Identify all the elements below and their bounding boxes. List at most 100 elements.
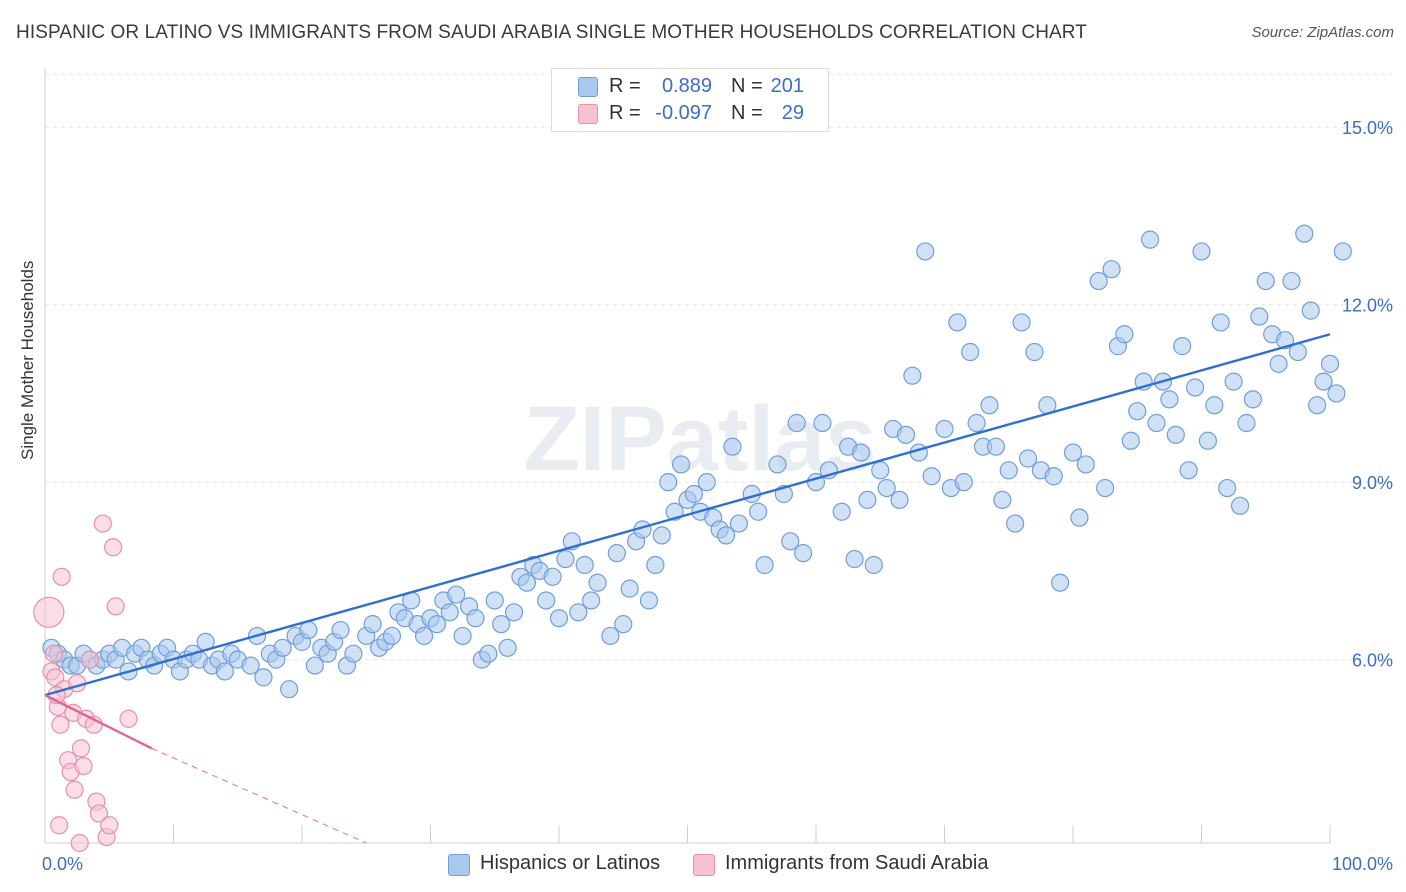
point-hispanics xyxy=(652,526,671,545)
point-hispanics xyxy=(1237,413,1256,433)
legend-swatch-pink xyxy=(693,854,715,876)
point-hispanics xyxy=(851,443,871,462)
point-hispanics xyxy=(858,490,877,510)
point-hispanics xyxy=(1044,467,1063,486)
point-hispanics xyxy=(716,526,736,545)
point-hispanics xyxy=(1224,372,1243,391)
point-hispanics xyxy=(871,461,890,480)
y-axis-label: Single Mother Households xyxy=(18,260,37,460)
point-hispanics xyxy=(492,615,511,634)
stats-row-saudi: R = -0.097 N = 29 xyxy=(552,101,828,127)
r-value: -0.097 xyxy=(655,102,712,124)
point-hispanics xyxy=(601,626,620,646)
point-hispanics xyxy=(1327,384,1346,403)
point-hispanics xyxy=(845,549,864,569)
stats-row-hispanics: R = 0.889 N = 201 xyxy=(552,74,828,100)
point-hispanics xyxy=(1070,508,1089,527)
trend-line-saudi-extrapolated xyxy=(151,747,367,844)
legend-label: Immigrants from Saudi Arabia xyxy=(725,852,989,874)
point-hispanics xyxy=(504,603,524,622)
point-hispanics xyxy=(549,609,569,628)
point-saudi xyxy=(80,650,100,669)
point-hispanics xyxy=(1018,449,1038,468)
point-saudi xyxy=(74,756,93,776)
point-hispanics xyxy=(1173,337,1192,356)
point-hispanics xyxy=(241,656,260,675)
point-hispanics xyxy=(749,502,768,521)
point-hispanics xyxy=(877,478,896,498)
point-hispanics xyxy=(614,615,633,634)
n-label: N = xyxy=(731,102,763,124)
point-saudi xyxy=(65,780,84,799)
point-hispanics xyxy=(781,532,800,551)
point-hispanics xyxy=(1301,301,1320,320)
point-hispanics xyxy=(755,555,774,575)
y-tick-label: 15.0% xyxy=(1342,118,1393,138)
point-hispanics xyxy=(1160,390,1179,409)
point-hispanics xyxy=(1282,271,1301,291)
point-hispanics xyxy=(1096,478,1115,498)
point-hispanics xyxy=(813,413,832,433)
point-hispanics xyxy=(1205,396,1224,415)
point-hispanics xyxy=(620,579,639,598)
point-hispanics xyxy=(948,313,967,332)
point-hispanics xyxy=(1230,496,1250,515)
point-hispanics xyxy=(440,603,459,622)
y-tick-label: 12.0% xyxy=(1342,296,1393,316)
point-hispanics xyxy=(993,490,1012,510)
point-hispanics xyxy=(453,626,472,646)
point-hispanics xyxy=(896,425,916,444)
point-hispanics xyxy=(1179,461,1198,480)
watermark: ZIPatlas xyxy=(524,388,877,490)
axes xyxy=(44,68,1331,844)
point-hispanics xyxy=(1333,242,1352,261)
point-hispanics xyxy=(1275,331,1295,350)
point-saudi xyxy=(33,596,65,628)
point-hispanics xyxy=(890,490,909,510)
point-hispanics xyxy=(787,413,806,433)
point-hispanics xyxy=(1051,573,1070,592)
point-saudi xyxy=(44,644,64,663)
point-hispanics xyxy=(1269,354,1288,373)
point-hispanics xyxy=(280,680,299,699)
n-label: N = xyxy=(731,75,763,97)
x-tick-label: 0.0% xyxy=(42,854,83,874)
point-hispanics xyxy=(363,615,382,634)
y-tick-label: 9.0% xyxy=(1352,473,1393,493)
point-hispanics xyxy=(331,620,350,640)
point-hispanics xyxy=(980,396,999,415)
point-hispanics xyxy=(723,437,742,456)
trend-lines xyxy=(44,333,1331,844)
point-hispanics xyxy=(639,591,659,610)
point-hispanics xyxy=(999,461,1018,480)
point-saudi xyxy=(51,715,70,734)
point-hispanics xyxy=(543,567,562,586)
point-hispanics xyxy=(427,615,447,634)
point-hispanics xyxy=(1295,224,1314,243)
series-legend: Hispanics or Latinos Immigrants from Sau… xyxy=(0,851,1406,879)
point-hispanics xyxy=(916,242,935,261)
point-hispanics xyxy=(1006,514,1025,533)
legend-swatch-pink xyxy=(578,104,598,124)
point-hispanics xyxy=(671,455,691,474)
point-hispanics xyxy=(1185,378,1205,397)
series-hispanics-points xyxy=(42,224,1352,699)
point-hispanics xyxy=(1012,313,1031,332)
point-hispanics xyxy=(697,473,716,492)
point-saudi xyxy=(100,816,119,835)
point-hispanics xyxy=(1308,396,1327,415)
trend-line-hispanics xyxy=(44,333,1331,697)
point-hispanics xyxy=(1140,230,1160,249)
point-hispanics xyxy=(382,626,402,646)
point-hispanics xyxy=(466,609,485,628)
point-hispanics xyxy=(607,544,626,563)
point-hispanics xyxy=(864,555,883,575)
point-hispanics xyxy=(1025,342,1044,362)
point-hispanics xyxy=(832,502,851,521)
chart-title: HISPANIC OR LATINO VS IMMIGRANTS FROM SA… xyxy=(16,22,1087,43)
point-hispanics xyxy=(447,585,466,604)
x-tick-label: 100.0% xyxy=(1332,854,1393,874)
point-saudi xyxy=(89,804,109,823)
point-hispanics xyxy=(646,555,665,575)
